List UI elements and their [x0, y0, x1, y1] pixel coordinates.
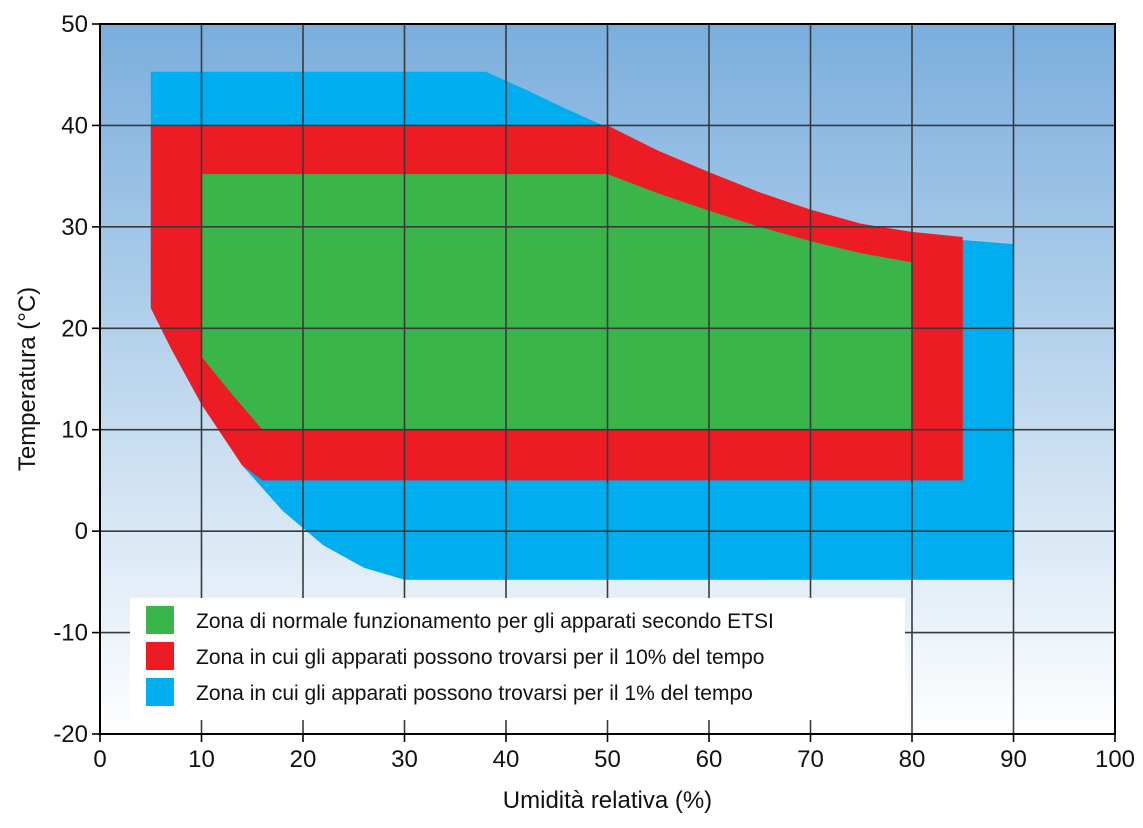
legend-entry-label: Zona di normale funzionamento per gli ap…: [196, 610, 774, 633]
x-tick-label: 90: [1000, 746, 1027, 773]
x-tick-label: 70: [797, 746, 824, 773]
x-tick-label: 100: [1095, 746, 1135, 773]
legend-swatch: [146, 642, 174, 670]
x-tick-label: 20: [290, 746, 317, 773]
y-tick-label: -20: [53, 721, 88, 748]
legend-swatch: [146, 678, 174, 706]
y-tick-label: 50: [61, 11, 88, 38]
x-tick-label: 40: [493, 746, 520, 773]
zone-normal-etsi: [201, 174, 912, 430]
y-tick-label: 30: [61, 214, 88, 241]
y-tick-label: 10: [61, 417, 88, 444]
y-tick-label: -10: [53, 620, 88, 647]
y-axis-label: Temperatura (°C): [14, 287, 41, 471]
x-axis-label: Umidità relativa (%): [503, 787, 712, 814]
axis-ticks: 0 10 20 30 40 50 60 70 80 90 100 -20 -10 0 10 20 30 40 50: [53, 11, 1135, 773]
legend-entry-label: Zona in cui gli apparati possono trovars…: [196, 646, 764, 669]
legend-swatch: [146, 606, 174, 634]
zones-layer: [150, 71, 1014, 580]
legend-box: [130, 598, 905, 720]
x-tick-label: 10: [188, 746, 215, 773]
x-tick-label: 60: [696, 746, 723, 773]
y-tick-label: 0: [75, 518, 88, 545]
legend-entry-label: Zona in cui gli apparati possono trovars…: [196, 682, 753, 705]
x-tick-label: 0: [93, 746, 106, 773]
x-tick-label: 50: [594, 746, 621, 773]
x-tick-label: 30: [391, 746, 418, 773]
y-tick-label: 20: [61, 315, 88, 342]
x-tick-label: 80: [899, 746, 926, 773]
y-tick-label: 40: [61, 112, 88, 139]
legend: Zona di normale funzionamento per gli ap…: [130, 598, 905, 720]
